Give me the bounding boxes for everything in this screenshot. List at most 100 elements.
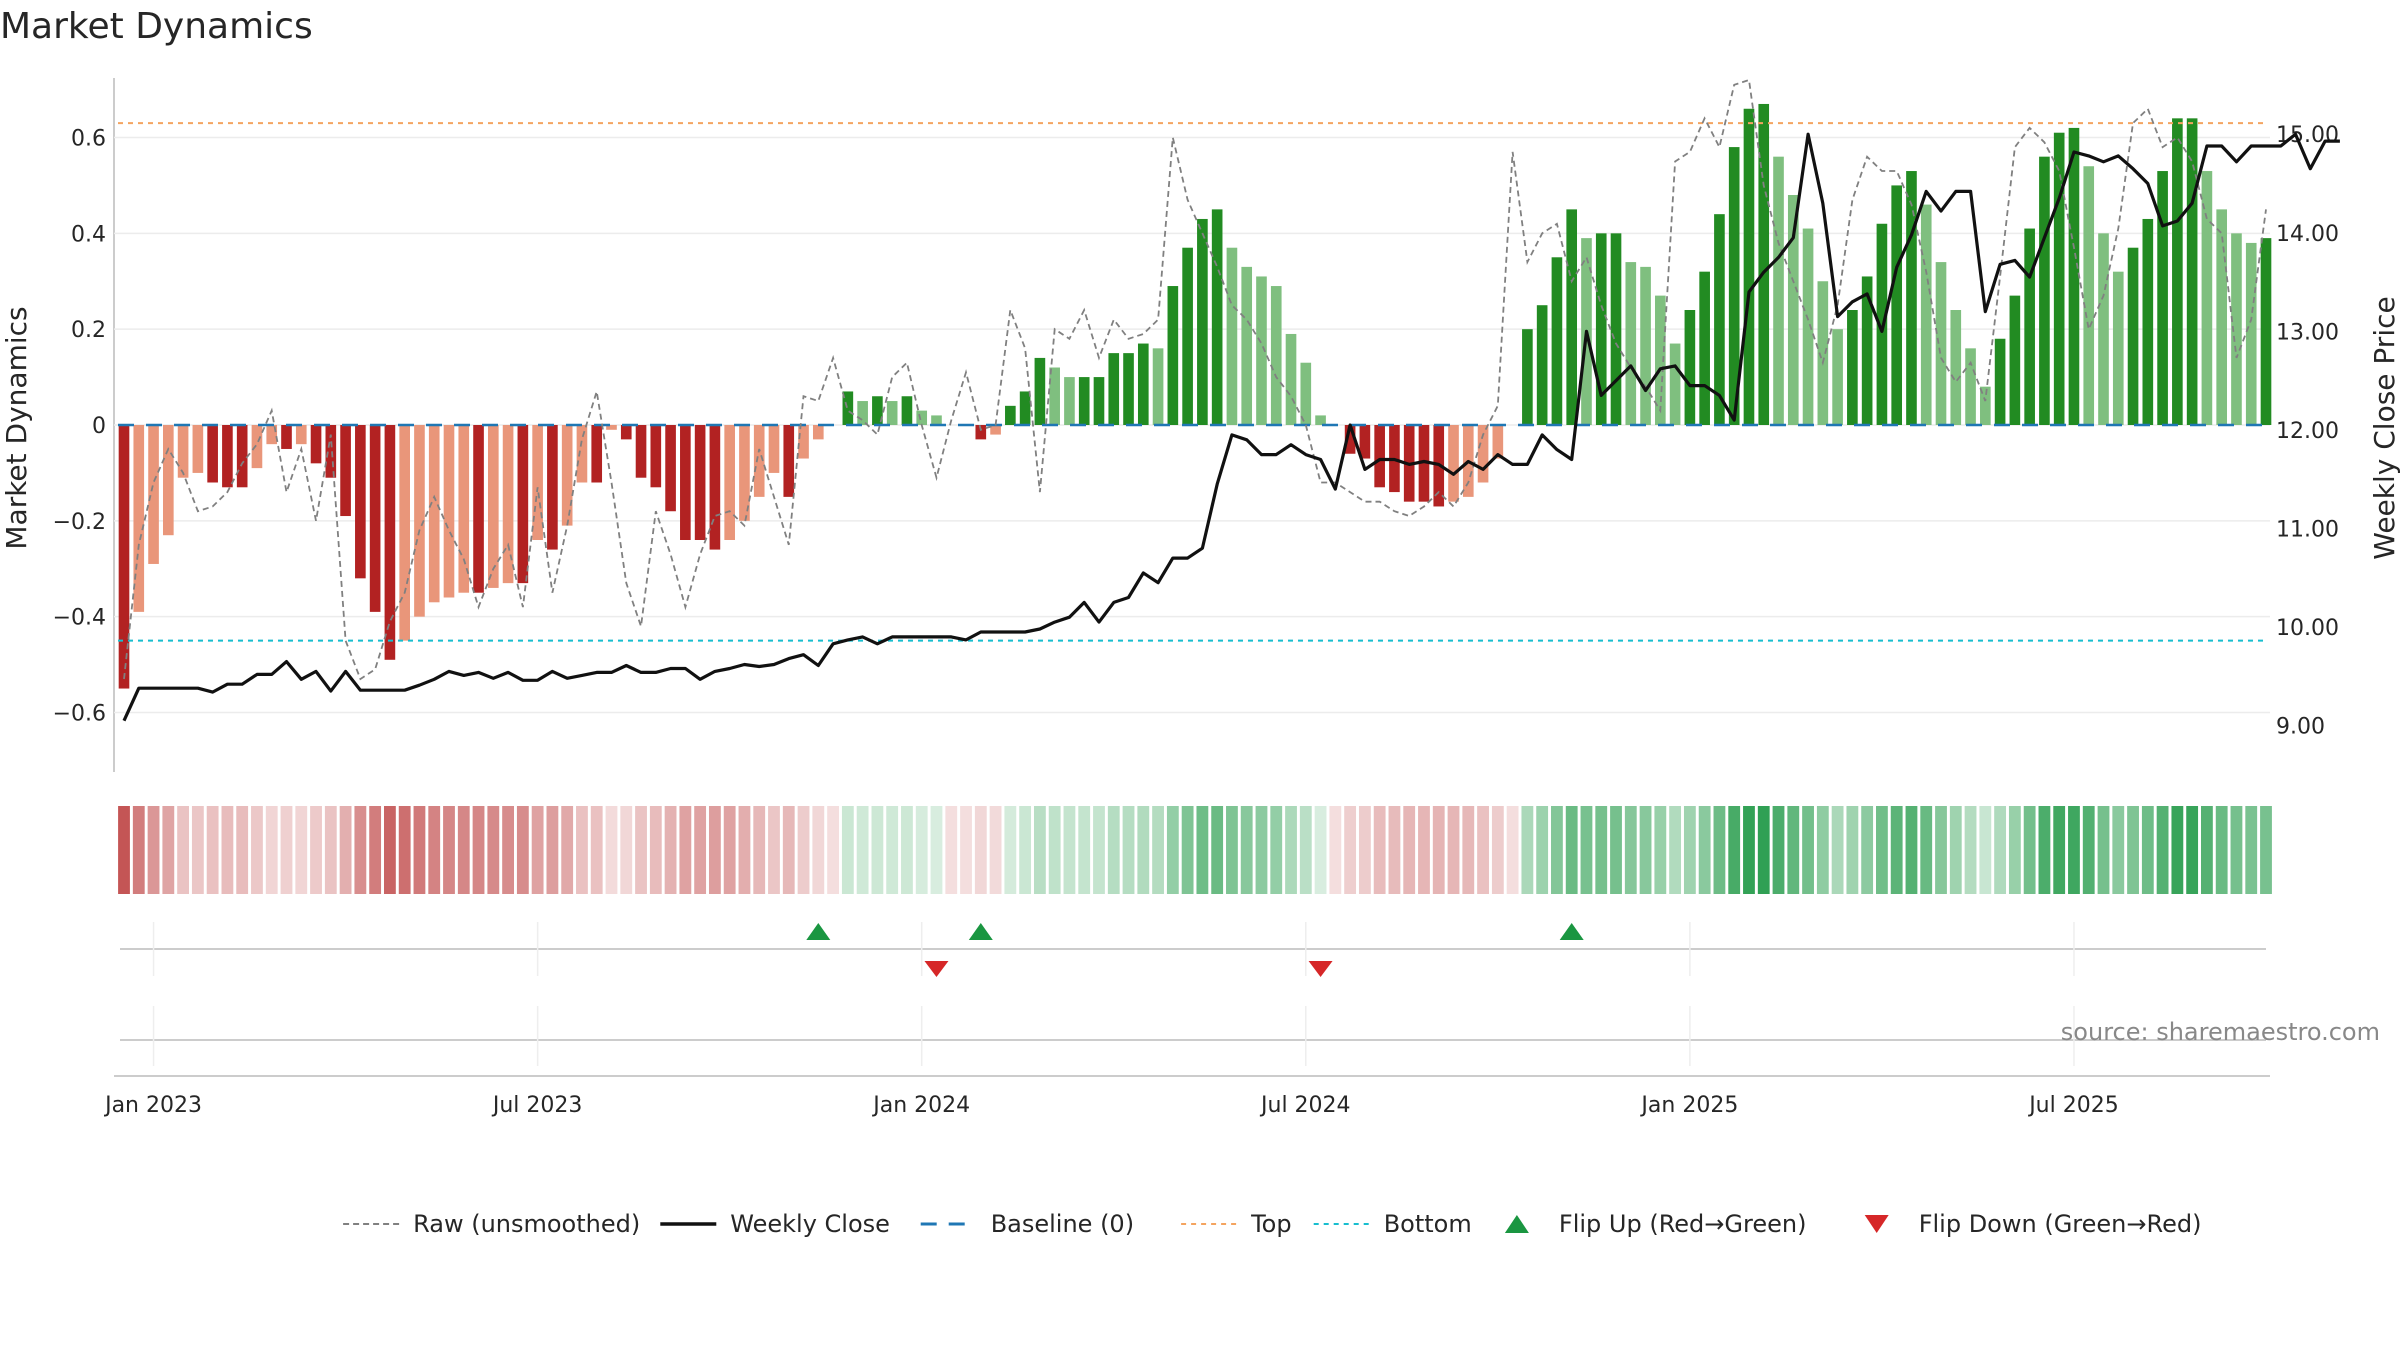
heat-cell [516,806,529,894]
dynamics-bar [2142,218,2154,425]
heat-cell [960,806,972,894]
heat-cell [413,806,426,894]
heat-cell [457,806,470,894]
dynamics-bar [266,425,278,445]
heat-cell [1920,806,1933,894]
dynamics-bar [133,425,145,612]
dynamics-bar [1640,266,1651,425]
dynamics-bar [1935,262,1947,425]
dynamics-bar [1270,286,1282,425]
dynamics-bar [1344,425,1356,454]
heat-cell [1905,806,1918,894]
heat-cell [2141,806,2154,894]
y-tick-label: 0.6 [71,127,106,152]
dynamics-bar [1980,386,1991,425]
flip-up-marker [968,923,993,940]
heat-cell [1521,806,1534,894]
heat-cell [310,806,322,894]
heat-cell [2156,806,2169,894]
y-axis-label: Market Dynamics [0,306,33,549]
dynamics-bar [118,425,130,689]
weekly-close-line [122,132,2340,722]
dynamics-bar [2009,295,2021,425]
heat-cell [2068,806,2080,894]
heat-cell [324,806,337,894]
dynamics-bar [2039,156,2050,425]
heat-cell [797,806,810,894]
heat-cell [841,806,854,894]
heat-cell [1624,806,1637,894]
heat-cell [1935,806,1947,894]
heat-cell [1137,806,1150,894]
dynamics-bar [547,425,558,550]
dynamics-bar [561,425,573,526]
dynamics-bar [384,425,396,660]
dynamics-bar [1566,209,1578,425]
heat-cell [1654,806,1667,894]
heat-cell [236,806,249,894]
y-tick-label: 0.4 [71,222,106,247]
dynamics-bar [916,410,928,425]
dynamics-bar [635,425,647,478]
dynamics-bar [1359,425,1371,459]
flip-markers-panel [120,922,2266,977]
dynamics-bar [1861,276,1873,425]
dynamics-bar [1551,257,1563,425]
dynamics-bar [886,401,898,425]
dynamics-bar [1315,415,1326,425]
heat-cell [1477,806,1489,894]
heat-cell [295,806,308,894]
source-note: source: sharemaestro.com [2061,1018,2380,1046]
flip-down-marker [1308,961,1333,977]
dynamics-bar [1226,247,1238,425]
heat-cell [162,806,175,894]
heat-cell [2008,806,2021,894]
dynamics-bar [310,425,322,464]
dynamics-bar [798,425,809,459]
dynamics-bar [1655,295,1666,425]
dynamics-bar [606,425,617,430]
dynamics-bar [295,425,307,445]
heat-cell [1506,806,1519,894]
heat-cell [1432,806,1445,894]
y2-tick-label: 9.00 [2276,715,2325,740]
heat-cell [649,806,662,894]
heat-cell [118,806,130,894]
heat-cell [1270,806,1283,894]
regime-heat-strip [118,806,2272,894]
heat-cell [1122,806,1135,894]
heat-cell [1772,806,1785,894]
dynamics-bar [1714,214,1725,425]
heat-cell [2260,806,2272,894]
flip-up-marker [806,923,831,940]
dynamics-bar [724,425,735,540]
legend-label: Flip Down (Green→Red) [1919,1210,2202,1238]
dynamics-bar [222,425,233,488]
heat-cell [1949,806,1962,894]
heat-cell [576,806,588,894]
heat-cell [1565,806,1578,894]
dynamics-bar [1256,276,1267,425]
dynamics-bar [1684,310,1696,425]
legend-label: Weekly Close [730,1210,890,1238]
heat-cell [2053,806,2066,894]
dynamics-bar [1064,377,1075,425]
heat-cell [1610,806,1622,894]
heat-cell [782,806,795,894]
dynamics-bar [325,425,337,478]
dynamics-bar [650,425,662,488]
dynamics-bar [1743,108,1755,425]
dynamics-bar [2201,171,2213,425]
date-axis-panel: Jan 2023 Jul 2023 Jan 2024 Jul 2024 Jan 2025… [103,1006,2270,1118]
heat-cell [2023,806,2036,894]
dynamics-bar [1492,425,1504,459]
heat-cell [502,806,514,894]
heat-cell [383,806,396,894]
dynamics-bar [1093,377,1105,425]
dynamics-bar [1477,425,1489,483]
heat-cell [827,806,839,894]
dynamics-bar [812,425,824,440]
heat-cell [1314,806,1327,894]
dynamics-bar [517,425,529,584]
heat-cell [694,806,707,894]
